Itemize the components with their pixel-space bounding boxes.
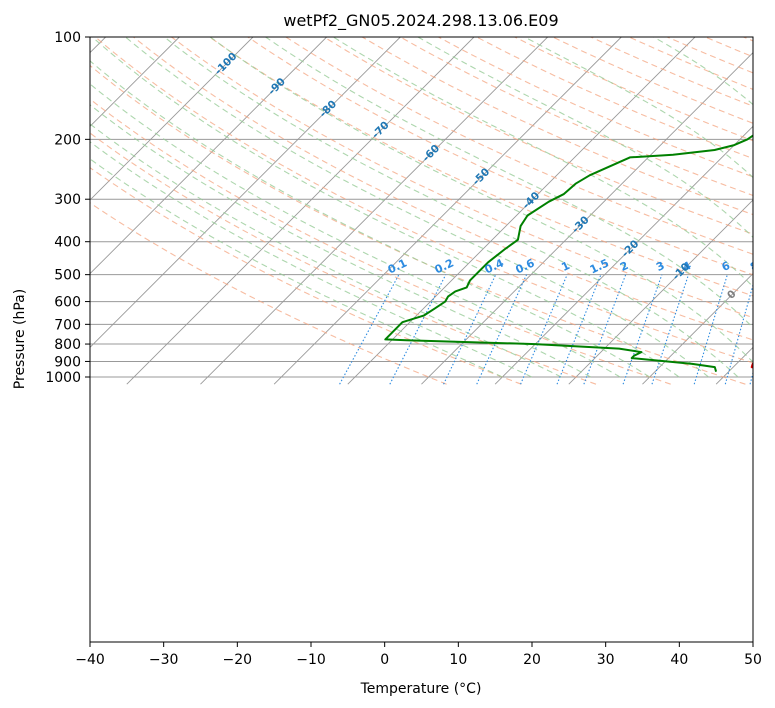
chart-title: wetPf2_GN05.2024.298.13.06.E09 <box>283 11 558 31</box>
dry-adiabat-line <box>285 37 753 255</box>
dry-adiabat-line <box>209 37 753 297</box>
dry-adiabat-line <box>361 37 753 216</box>
dry-adiabat-line <box>133 37 753 341</box>
moist-adiabat-line <box>90 104 591 378</box>
y-axis-label: Pressure (hPa) <box>12 289 28 389</box>
mixing-ratio-label: 3 <box>654 259 666 274</box>
y-tick-label: 700 <box>54 317 81 333</box>
isotherm-line <box>347 37 696 385</box>
moist-adiabat-line <box>125 37 709 378</box>
mixing-ratio-line <box>520 274 568 385</box>
y-tick-label: 300 <box>54 192 81 208</box>
plot-frame <box>89 36 754 643</box>
y-tick-label: 100 <box>54 30 81 46</box>
moist-adiabat-line <box>90 123 562 378</box>
moist-adiabat-line <box>163 37 739 378</box>
mixing-ratio-line <box>749 370 753 385</box>
dry-adiabat-line <box>552 37 753 124</box>
x-tick-label: 50 <box>744 652 762 668</box>
mixing-ratio-line <box>443 274 497 385</box>
y-tick-label: 600 <box>54 295 81 311</box>
mixing-ratio-line <box>724 282 753 385</box>
isotherm-line <box>90 37 401 348</box>
moist-adiabat-line <box>90 158 503 378</box>
dry-adiabat-line <box>514 37 753 142</box>
isotherm-line <box>642 273 753 385</box>
moist-adiabat-line <box>333 37 753 288</box>
mixing-ratio-label: 1 <box>559 259 571 274</box>
dry-adiabat-line <box>90 202 447 385</box>
x-tick-label: −30 <box>149 652 179 668</box>
temperature-profile-line <box>750 362 753 369</box>
moist-adiabat-line <box>524 37 753 179</box>
moist-adiabat-line <box>91 37 680 378</box>
mixing-ratio-line <box>651 274 690 385</box>
x-tick-label: 0 <box>380 652 389 668</box>
mixing-ratio-label: 0.4 <box>483 256 506 276</box>
moist-adiabat-line <box>90 141 533 378</box>
x-tick-label: 20 <box>523 652 541 668</box>
isotherm-line <box>421 52 753 385</box>
dry-adiabat-line <box>705 37 753 58</box>
isotherm-line <box>90 37 327 275</box>
isotherm-line <box>126 37 475 385</box>
mixing-ratio-label: 0.1 <box>386 256 409 276</box>
mixing-ratio-line <box>476 274 528 385</box>
dewpoint-profile-line <box>384 134 753 372</box>
moist-adiabat-line <box>90 83 621 378</box>
x-tick-label: 30 <box>597 652 615 668</box>
isotherm-line <box>715 346 753 385</box>
mixing-ratio-label: 2 <box>618 259 630 274</box>
isotherm-line <box>200 37 548 385</box>
dry-adiabat-line <box>90 98 671 385</box>
mixing-ratio-line <box>339 274 400 385</box>
dry-adiabat-line <box>90 64 746 385</box>
dry-adiabat-line <box>94 37 753 364</box>
mixing-ratio-line <box>389 274 447 385</box>
isotherm-line <box>90 37 180 127</box>
mixing-ratio-line <box>583 274 627 385</box>
x-tick-label: −40 <box>75 652 105 668</box>
x-tick-label: −10 <box>296 652 326 668</box>
x-tick-label: 10 <box>449 652 467 668</box>
y-tick-label: 900 <box>54 354 81 370</box>
mixing-ratio-label: 10 <box>767 257 775 275</box>
dry-adiabat-line <box>247 37 753 276</box>
dry-adiabat-line <box>171 37 753 319</box>
x-tick-label: 40 <box>670 652 688 668</box>
x-tick-label: −20 <box>223 652 253 668</box>
moist-adiabat-line <box>265 37 753 329</box>
mixing-ratio-line <box>693 274 728 385</box>
y-tick-label: 200 <box>54 132 81 148</box>
moist-adiabat-line <box>90 60 650 378</box>
dry-adiabat-line <box>743 37 753 42</box>
mixing-ratio-label: 1.5 <box>588 256 611 276</box>
moist-adiabat-line <box>417 37 753 239</box>
y-tick-label: 400 <box>54 235 81 251</box>
mixing-ratio-line <box>556 274 602 385</box>
isotherm-line <box>90 37 254 201</box>
y-tick-label: 800 <box>54 337 81 353</box>
moist-adiabat-line <box>209 37 753 363</box>
dry-adiabat-line <box>90 132 597 385</box>
dry-adiabat-line <box>400 37 753 197</box>
y-tick-label: 1000 <box>45 370 81 386</box>
mixing-ratio-label: 8 <box>748 259 760 274</box>
isotherm-line <box>568 199 753 385</box>
y-tick-label: 500 <box>54 268 81 284</box>
isotherm-line <box>494 125 753 385</box>
mixing-ratio-label: 6 <box>720 259 733 274</box>
isotherm-line <box>273 37 622 385</box>
x-axis-label: Temperature (°C) <box>360 681 482 697</box>
mixing-ratio-label: 0.2 <box>433 256 456 276</box>
